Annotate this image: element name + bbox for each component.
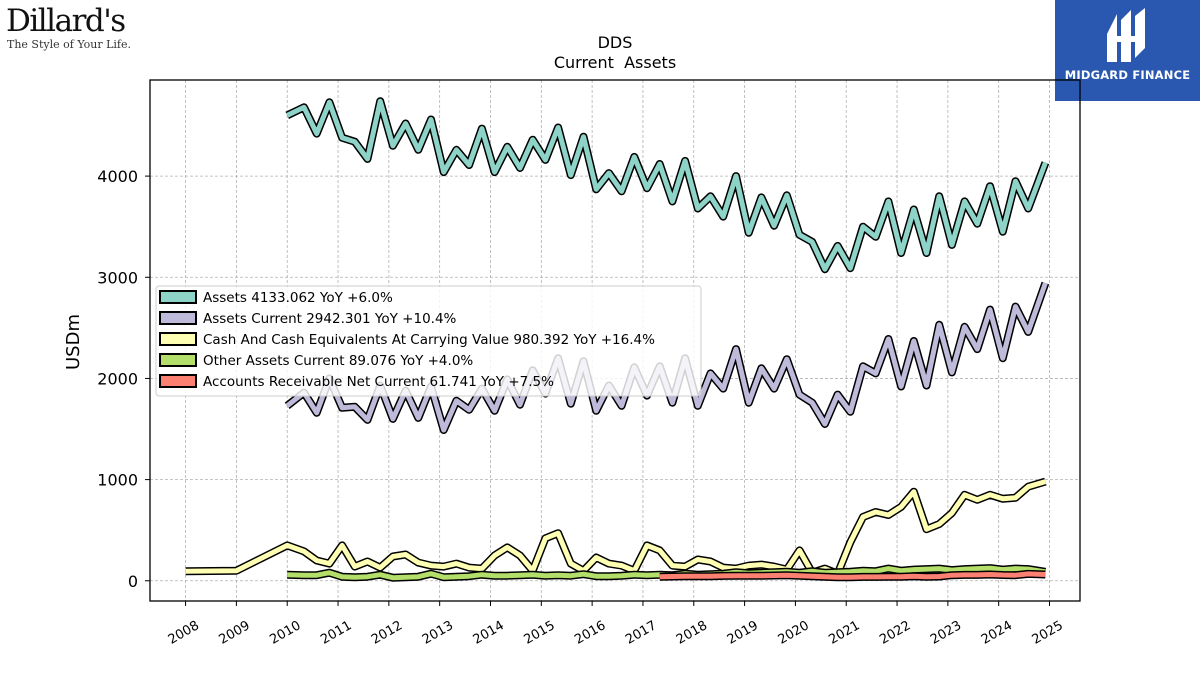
y-axis-label: USDm [63, 314, 84, 370]
series-line [286, 98, 1048, 272]
x-tick-label: 2017 [623, 618, 659, 648]
y-tick-label: 4000 [97, 167, 138, 186]
legend-swatch [159, 374, 197, 388]
legend-swatch [159, 311, 197, 325]
series-lines [185, 97, 1050, 582]
series-line [659, 571, 1046, 580]
x-tick-label: 2018 [674, 618, 710, 648]
legend-label: Other Assets Current 89.076 YoY +4.0% [203, 353, 473, 369]
x-tick-label: 2016 [572, 618, 608, 648]
x-tick-label: 2013 [420, 618, 456, 648]
x-tick-label: 2014 [471, 618, 507, 648]
y-tick-label: 0 [128, 572, 138, 591]
x-tick-label: 2024 [979, 618, 1015, 648]
midgard-finance-logo: MIDGARD FINANCE [1055, 0, 1200, 101]
x-tick-label: 2008 [166, 618, 202, 648]
x-tick-label: 2020 [776, 618, 812, 648]
midgard-finance-name: MIDGARD FINANCE [1064, 68, 1191, 82]
x-tick-label: 2023 [928, 618, 964, 648]
x-tick-label: 2015 [521, 618, 557, 648]
y-tick-label: 2000 [97, 369, 138, 388]
series-line [185, 479, 1047, 577]
x-tick-label: 2019 [725, 618, 761, 648]
series-accounts-receivable-net-current [659, 569, 1046, 582]
x-tick-label: 2012 [369, 618, 405, 648]
legend: Assets 4133.062 YoY +6.0% Assets Current … [155, 285, 702, 397]
x-tick-label: 2011 [318, 618, 354, 648]
legend-label: Assets Current 2942.301 YoY +10.4% [203, 311, 457, 327]
x-tick-label: 2021 [826, 618, 862, 648]
x-tick-label: 2025 [1030, 618, 1066, 648]
legend-label: Assets 4133.062 YoY +6.0% [203, 290, 393, 306]
chart-subtitle: Current Assets [554, 53, 676, 72]
x-tick-label: 2022 [877, 618, 913, 648]
legend-label: Accounts Receivable Net Current 61.741 Y… [203, 374, 554, 390]
plot-frame [149, 79, 1081, 602]
legend-box [155, 285, 702, 397]
dillards-logo: Dillard's The Style of Your Life. [6, 4, 136, 54]
legend-label: Cash And Cash Equivalents At Carrying Va… [203, 332, 655, 348]
dillards-logo-name: Dillard's [6, 3, 126, 39]
x-tick-label: 2009 [217, 618, 253, 648]
series-cash-and-cash-equivalents-at-carrying-value [185, 477, 1047, 578]
chart-title: DDS [598, 33, 633, 52]
series-assets [285, 97, 1050, 274]
midgard-emblem-icon [1107, 8, 1145, 62]
legend-swatch [159, 332, 197, 346]
y-tick-label: 1000 [97, 471, 138, 490]
y-tick-label: 3000 [97, 268, 138, 287]
legend-swatch [159, 353, 197, 367]
x-tick-label: 2010 [267, 618, 303, 648]
dillards-logo-tagline: The Style of Your Life. [7, 38, 131, 51]
legend-swatch [159, 290, 197, 304]
